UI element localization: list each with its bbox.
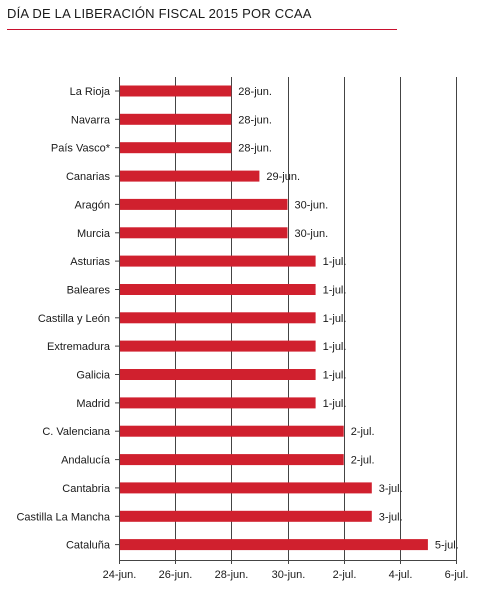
bar xyxy=(120,539,428,551)
category-label: Castilla La Mancha xyxy=(16,511,110,523)
x-tick-label: 4-jul. xyxy=(389,569,413,581)
data-label: 29-jun. xyxy=(266,171,300,183)
x-tick-label: 26-jun. xyxy=(159,569,193,581)
bar xyxy=(120,227,288,239)
category-label: Cantabria xyxy=(62,483,111,495)
data-label: 28-jun. xyxy=(238,143,272,155)
data-label: 5-jul. xyxy=(435,540,459,552)
data-label: 28-jun. xyxy=(238,114,272,126)
data-label: 1-jul. xyxy=(323,398,347,410)
bar xyxy=(120,454,344,466)
category-label: Navarra xyxy=(71,114,111,126)
bar xyxy=(120,340,316,352)
title-rule xyxy=(7,29,397,30)
bar xyxy=(120,510,372,522)
chart-title: DÍA DE LA LIBERACIÓN FISCAL 2015 POR CCA… xyxy=(7,6,312,21)
data-label: 1-jul. xyxy=(323,285,347,297)
category-label: Cataluña xyxy=(66,540,111,552)
category-label: Aragón xyxy=(75,199,110,211)
bar xyxy=(120,369,316,380)
data-label: 3-jul. xyxy=(379,483,403,495)
data-label: 2-jul. xyxy=(351,426,375,438)
data-label: 2-jul. xyxy=(351,455,375,467)
x-tick-label: 6-jul. xyxy=(445,569,469,581)
category-label: Andalucía xyxy=(61,455,111,467)
data-label: 1-jul. xyxy=(323,370,347,382)
data-label: 3-jul. xyxy=(379,511,403,523)
bar xyxy=(120,284,316,295)
category-label: Murcia xyxy=(77,228,111,240)
x-tick-label: 2-jul. xyxy=(333,569,357,581)
bar xyxy=(120,255,316,267)
data-label: 1-jul. xyxy=(323,341,347,353)
category-label: Madrid xyxy=(76,398,110,410)
bar xyxy=(120,85,232,97)
bar xyxy=(120,397,316,409)
x-tick-label: 28-jun. xyxy=(215,569,249,581)
bar xyxy=(120,198,288,210)
bar xyxy=(120,142,232,154)
x-tick-label: 30-jun. xyxy=(272,569,306,581)
bar xyxy=(120,170,260,182)
data-label: 1-jul. xyxy=(323,313,347,325)
category-label: Baleares xyxy=(67,285,111,297)
category-label: Asturias xyxy=(70,256,110,268)
data-label: 1-jul. xyxy=(323,256,347,268)
bar xyxy=(120,482,372,494)
bars xyxy=(120,85,428,551)
category-label: Canarias xyxy=(66,171,111,183)
data-label: 30-jun. xyxy=(295,199,329,211)
bar xyxy=(120,312,316,324)
category-label: La Rioja xyxy=(70,86,111,98)
data-label: 30-jun. xyxy=(295,228,329,240)
category-label: Castilla y León xyxy=(38,313,110,325)
bar xyxy=(120,113,232,125)
labels: 24-jun. 26-jun. 28-jun. 30-jun. 2-jul. 4-jul.… xyxy=(16,86,468,581)
category-label: Galicia xyxy=(76,370,111,382)
category-label: Extremadura xyxy=(47,341,111,353)
x-tick-label: 24-jun. xyxy=(103,569,137,581)
category-label: País Vasco* xyxy=(51,143,111,155)
data-label: 28-jun. xyxy=(238,86,272,98)
bar xyxy=(120,425,344,437)
category-label: C. Valenciana xyxy=(42,426,111,438)
